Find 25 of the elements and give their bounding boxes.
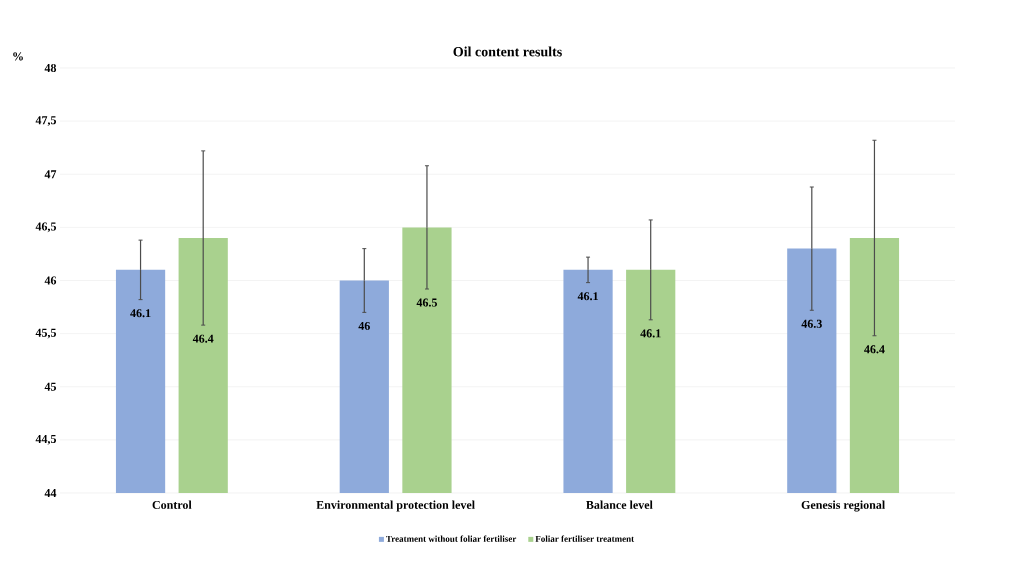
data-label: 46 — [358, 321, 370, 330]
y-tick-label: 47 — [44, 170, 57, 179]
data-label: 46.4 — [864, 345, 885, 354]
y-tick-label: 46,5 — [35, 222, 57, 233]
data-label: 46.1 — [130, 309, 151, 318]
y-tick-label: 44,5 — [35, 434, 57, 445]
y-tick-label: 47,5 — [35, 116, 57, 126]
legend-label: Foliar fertiliser treatment — [535, 535, 635, 542]
data-label: 46.1 — [640, 329, 661, 338]
y-tick-label: 44 — [44, 489, 57, 497]
legend-label: Treatment without foliar fertiliser — [386, 535, 517, 542]
y-axis-title: % — [13, 52, 23, 61]
y-tick-label: 46 — [44, 276, 57, 285]
x-tick-label: Control — [152, 500, 192, 509]
x-tick-label: Environmental protection level — [316, 500, 475, 512]
chart-title: Oil content results — [453, 46, 562, 57]
x-tick-label: Genesis regional — [801, 500, 885, 512]
x-tick-label: Balance level — [586, 500, 653, 509]
data-label: 46.3 — [801, 319, 822, 328]
data-label: 46.4 — [192, 334, 214, 343]
y-tick-label: 45 — [44, 382, 57, 391]
data-label: 46.1 — [577, 292, 598, 301]
y-tick-label: 45,5 — [35, 328, 57, 339]
y-tick-label: 48 — [44, 63, 57, 73]
data-label: 46.5 — [416, 298, 437, 307]
